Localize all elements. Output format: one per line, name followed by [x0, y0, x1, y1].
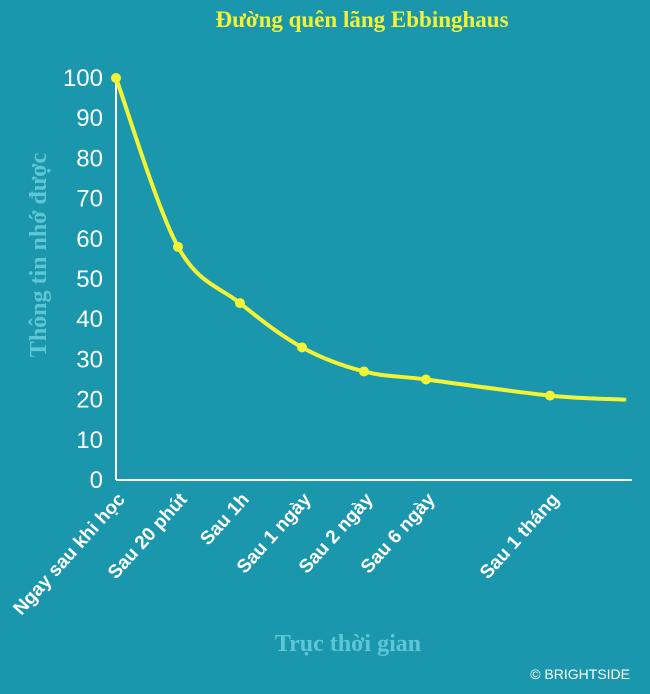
y-tick-label: 50	[76, 266, 103, 293]
brightside-credit: © BRIGHTSIDE	[530, 666, 630, 682]
y-tick-label: 30	[76, 346, 103, 373]
data-point	[297, 342, 307, 353]
x-tick-label: Sau 1h	[196, 489, 253, 549]
x-tick-label: Sau 1 tháng	[476, 489, 564, 583]
y-tick-label: 70	[76, 186, 103, 213]
y-tick-label: 20	[76, 387, 103, 414]
y-tick-label: 80	[76, 145, 103, 172]
x-tick-label: Ngay sau khi học	[10, 489, 130, 620]
y-tick-label: 90	[76, 105, 103, 132]
y-tick-label: 10	[76, 427, 103, 454]
x-axis-label: Trục thời gian	[275, 631, 421, 657]
data-point	[545, 390, 555, 401]
data-point	[111, 73, 121, 83]
data-point	[421, 374, 431, 385]
chart-title: Đường quên lãng Ebbinghaus	[215, 7, 508, 32]
y-axis-label: Thông tin nhớ được	[26, 152, 52, 357]
y-axis-ticks: 0 10 20 30 40 50 60 70 80 90 100	[63, 65, 103, 494]
y-tick-label: 0	[90, 467, 103, 494]
data-point	[235, 298, 245, 309]
data-point	[359, 366, 369, 377]
data-points	[111, 73, 555, 401]
y-tick-label: 60	[76, 226, 103, 253]
y-tick-label: 40	[76, 306, 103, 333]
data-point	[173, 241, 183, 252]
forgetting-curve-line	[114, 76, 627, 402]
y-tick-label: 100	[63, 65, 103, 92]
